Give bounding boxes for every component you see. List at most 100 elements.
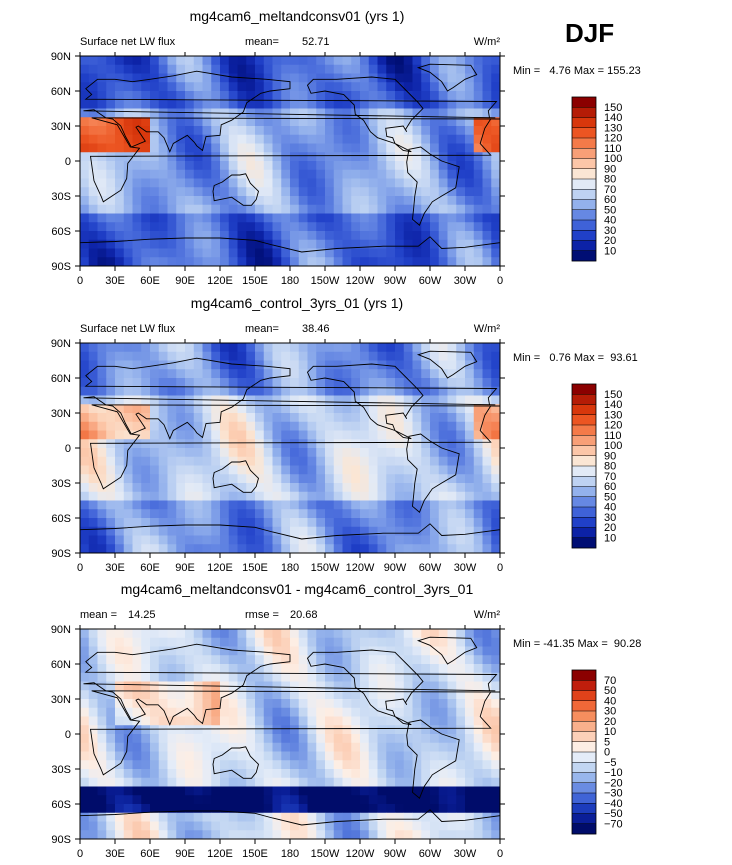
field-cell (281, 369, 291, 379)
field-cell (97, 821, 107, 831)
field-cell (255, 760, 265, 770)
field-cell (115, 126, 125, 136)
field-cell (185, 378, 195, 388)
field-cell (316, 456, 326, 466)
field-cell (360, 82, 370, 92)
field-cell (141, 213, 151, 223)
field-cell (377, 474, 387, 484)
field-cell (132, 213, 142, 223)
field-cell (447, 544, 457, 554)
colorbar-swatch (572, 117, 596, 128)
field-cell (88, 535, 98, 545)
field-cell (307, 134, 317, 144)
field-cell (491, 821, 501, 831)
field-cell (482, 257, 492, 267)
field-cell (298, 386, 308, 396)
field-cell (228, 222, 238, 232)
field-cell (351, 248, 361, 258)
field-cell (465, 343, 475, 353)
field-cell (150, 204, 160, 214)
field-cell (482, 117, 492, 127)
field-cell (456, 716, 466, 726)
field-cell (211, 629, 221, 639)
field-cell (421, 152, 431, 162)
field-cell (377, 716, 387, 726)
field-cell (403, 483, 413, 493)
field-cell (263, 760, 273, 770)
field-cell (193, 187, 203, 197)
field-cell (386, 804, 396, 814)
field-cell (473, 672, 483, 682)
field-cell (482, 369, 492, 379)
field-cell (246, 386, 256, 396)
field-cell (491, 526, 501, 536)
y-tick-label: 60N (51, 659, 71, 671)
field-cell (342, 786, 352, 796)
field-cell (202, 535, 212, 545)
field-cell (202, 544, 212, 554)
field-cell (342, 56, 352, 66)
x-tick-label: 0 (77, 562, 83, 574)
field-cell (298, 830, 308, 840)
field-cell (403, 413, 413, 423)
field-cell (97, 734, 107, 744)
field-cell (272, 126, 282, 136)
field-cell (290, 395, 300, 405)
field-cell (465, 152, 475, 162)
field-cell (185, 500, 195, 510)
field-cell (325, 448, 335, 458)
field-cell (255, 178, 265, 188)
field-cell (430, 716, 440, 726)
field-cell (412, 526, 422, 536)
field-cell (351, 343, 361, 353)
field-cell (491, 725, 501, 735)
field-cell (150, 681, 160, 691)
field-cell (386, 108, 396, 118)
field-cell (80, 239, 90, 249)
field-cell (482, 351, 492, 361)
field-cell (115, 491, 125, 501)
field-cell (211, 664, 221, 674)
field-cell (167, 655, 177, 665)
field-cell (228, 64, 238, 74)
field-cell (272, 474, 282, 484)
field-cell (403, 56, 413, 66)
field-cell (80, 483, 90, 493)
field-cell (97, 231, 107, 241)
field-cell (351, 413, 361, 423)
field-cell (88, 395, 98, 405)
field-cell (386, 91, 396, 101)
field-cell (325, 430, 335, 440)
field-cell (403, 491, 413, 501)
field-cell (447, 699, 457, 709)
field-cell (342, 421, 352, 431)
field-cell (106, 777, 116, 787)
field-cell (88, 491, 98, 501)
field-cell (368, 812, 378, 822)
min-max-text: Min = 0.76 Max = 93.61 (513, 352, 638, 364)
field-cell (132, 91, 142, 101)
field-cell (228, 804, 238, 814)
field-cell (220, 213, 230, 223)
field-cell (228, 777, 238, 787)
field-cell (447, 126, 457, 136)
field-cell (403, 655, 413, 665)
field-cell (80, 404, 90, 414)
field-cell (386, 655, 396, 665)
field-cell (465, 404, 475, 414)
field-cell (228, 126, 238, 136)
field-cell (97, 830, 107, 840)
field-cell (368, 509, 378, 519)
field-cell (150, 386, 160, 396)
field-cell (141, 222, 151, 232)
field-cell (176, 448, 186, 458)
field-cell (246, 681, 256, 691)
field-cell (202, 769, 212, 779)
field-cell (395, 509, 405, 519)
field-cell (281, 734, 291, 744)
x-tick-label: 120E (207, 275, 233, 287)
field-cell (403, 786, 413, 796)
field-cell (176, 386, 186, 396)
field-cell (368, 351, 378, 361)
field-cell (220, 117, 230, 127)
